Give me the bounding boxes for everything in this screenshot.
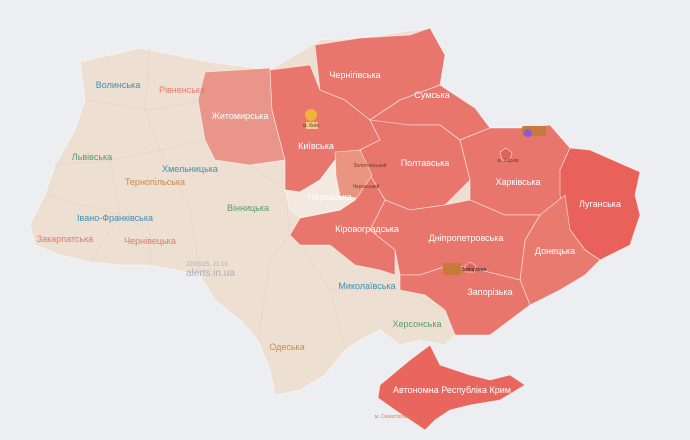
label-zaporizhzhia-city: Запоріжжя bbox=[461, 267, 487, 273]
label-zaporizhzhia: Запорізька bbox=[467, 287, 513, 297]
label-chernihiv: Чернігівська bbox=[329, 70, 381, 80]
label-zolotonosha: Золотоніський bbox=[353, 163, 387, 169]
label-kharkiv: Харківська bbox=[495, 177, 541, 187]
label-mykolaiv: Миколаївська bbox=[338, 281, 396, 291]
kharkiv-city-marker[interactable] bbox=[499, 147, 513, 161]
label-odesa: Одеська bbox=[269, 342, 305, 352]
label-zhytomyr: Житомирська bbox=[211, 111, 269, 121]
label-kherson: Херсонська bbox=[392, 319, 442, 329]
label-rivne: Рівненська bbox=[158, 85, 206, 95]
label-poltava: Полтавська bbox=[400, 158, 450, 168]
label-lviv: Львівська bbox=[71, 152, 113, 162]
label-kharkiv-city: м. Харків bbox=[497, 158, 519, 164]
label-vinnytsia: Вінницька bbox=[227, 203, 269, 213]
purple-alert-icon[interactable] bbox=[524, 129, 532, 137]
label-ivano: Івано-Франківська bbox=[77, 213, 153, 223]
raion-zolotonosha-cherkasy[interactable] bbox=[334, 149, 373, 199]
label-volyn: Волинська bbox=[95, 80, 141, 90]
label-cherkasy: Черкаська bbox=[308, 192, 352, 202]
label-donetsk: Донецька bbox=[534, 246, 576, 256]
label-kyiv-city: м. Київ bbox=[303, 123, 319, 129]
label-chernivtsi: Чернівецька bbox=[124, 236, 176, 246]
region-kharkiv[interactable] bbox=[459, 124, 571, 216]
watermark: 22/03/25, 21:19 alerts.in.ua bbox=[186, 262, 235, 279]
watermark-datetime: 22/03/25, 21:19 bbox=[186, 262, 228, 268]
label-cherkasy-raion: Черкаський bbox=[352, 184, 380, 190]
label-zakarpattia: Закарпатська bbox=[36, 234, 94, 244]
kyiv-city-alert-icon[interactable] bbox=[305, 109, 317, 121]
label-khmelnytskyi: Хмельницька bbox=[162, 164, 218, 174]
region-luhansk[interactable] bbox=[559, 147, 641, 261]
label-luhansk: Луганська bbox=[579, 199, 621, 209]
watermark-site: alerts.in.ua bbox=[186, 268, 235, 279]
label-crimea: Автономна Республіка Крим bbox=[393, 385, 511, 395]
kyiv-city-marker[interactable] bbox=[306, 122, 318, 129]
label-kyiv: Київська bbox=[298, 141, 334, 151]
label-ternopil: Тернопільська bbox=[124, 177, 186, 187]
label-sevastopol: м. Севастополь bbox=[374, 414, 412, 420]
label-sumy: Сумська bbox=[414, 90, 450, 100]
zaporizhzhia-alert-icon[interactable] bbox=[443, 263, 461, 275]
zaporizhzhia-city-marker[interactable] bbox=[464, 261, 477, 273]
region-crimea[interactable] bbox=[377, 344, 526, 431]
label-kirovohrad: Кіровоградська bbox=[335, 224, 399, 234]
label-dnipro: Дніпропетровська bbox=[428, 233, 504, 243]
